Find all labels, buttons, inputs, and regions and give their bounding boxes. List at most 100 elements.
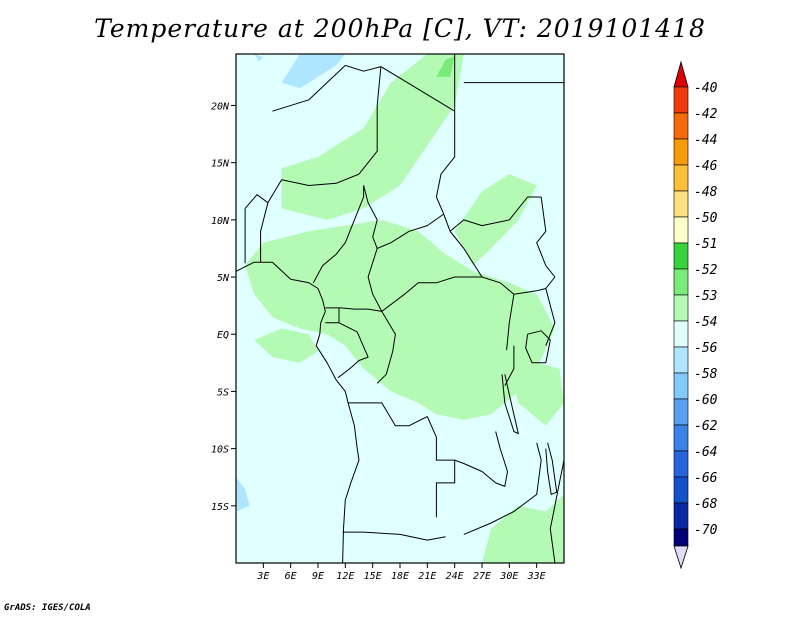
colorbar-cell — [673, 346, 689, 374]
border-lake-malawi — [545, 442, 558, 495]
colorbar-cell — [673, 164, 689, 192]
border-angola-zambia — [435, 460, 456, 518]
lat-tick-label: 10S — [211, 445, 229, 456]
colorbar-label: -62 — [694, 419, 718, 434]
colorbar-label: -58 — [694, 367, 718, 382]
colorbar-cell — [673, 190, 689, 218]
colorbar-cell — [673, 242, 689, 270]
border-chad-car — [377, 213, 444, 249]
colorbar-label: -42 — [694, 107, 718, 122]
colorbar-cell — [673, 112, 689, 140]
colorbar-label: -66 — [694, 471, 718, 486]
lon-tick-label: 12E — [336, 571, 354, 582]
lat-tick-label: 5N — [217, 273, 230, 284]
border-chad-sudan — [435, 111, 456, 232]
colorbar-cell — [673, 528, 689, 547]
latitude-axis: 20N 15N 10N 5N EQ 5S 10S 15S — [211, 101, 236, 513]
border-libya-niger — [345, 64, 382, 72]
lat-tick-label: 10N — [211, 216, 230, 227]
lon-tick-label: 15E — [364, 571, 382, 582]
border-car-south-sudan — [449, 230, 483, 278]
lon-tick-label: 21E — [418, 571, 436, 582]
colorbar-label: -44 — [694, 133, 717, 148]
border-tanzania-west — [504, 345, 515, 386]
colorbar-label: -68 — [694, 497, 718, 512]
longitude-axis: 3E 6E 9E 12E 15E 18E 21E 24E 27E 30E 33E — [256, 563, 546, 582]
lon-tick-label: 24E — [446, 571, 464, 582]
border-south-sudan-uganda-kenya — [513, 276, 556, 295]
field-region-green-south-corner — [482, 494, 564, 563]
lat-tick-label: 15S — [211, 502, 229, 513]
temperature-field-layer — [236, 54, 564, 563]
grads-credit: GrADS: IGES/COLA — [4, 603, 91, 613]
colorbar: -40 -42 -44 -46 -48 -50 -51 -52 -53 -54 -56 -58 -60 -… — [673, 60, 718, 570]
colorbar-cell — [673, 294, 689, 322]
colorbar-label: -50 — [694, 211, 718, 226]
colorbar-label: -46 — [694, 159, 718, 174]
lon-tick-label: 9E — [312, 571, 324, 582]
border-angola-namibia — [342, 531, 446, 541]
field-region-green-gabon-blob — [254, 328, 318, 363]
border-coast-east-africa — [549, 460, 564, 563]
colorbar-label: -54 — [694, 315, 717, 330]
border-niger-chad — [358, 66, 382, 175]
country-borders-layer — [236, 54, 564, 563]
field-region-blue-north-africa — [281, 54, 346, 89]
chart-title: Temperature at 200hPa [C], VT: 201910141… — [94, 14, 706, 43]
colorbar-label: -70 — [694, 523, 718, 538]
colorbar-cell — [673, 476, 689, 504]
field-region-green-east-lobe — [454, 174, 537, 266]
border-sudan-south-sudan — [449, 196, 542, 232]
field-region-darkgreen-sahara — [436, 56, 455, 77]
border-benin-nigeria — [260, 202, 269, 263]
colorbar-cell — [673, 450, 689, 478]
border-cameroon-gabon-eqg — [325, 307, 382, 312]
colorbar-cell — [673, 138, 689, 166]
border-niger-algeria — [272, 65, 346, 112]
border-drc-zambia — [454, 431, 508, 487]
lon-tick-label: 6E — [285, 571, 297, 582]
border-south-sudan-ethiopia — [536, 196, 556, 278]
colorbar-cell — [673, 268, 689, 296]
lon-tick-label: 3E — [256, 571, 269, 582]
border-zambia-malawi-moz — [463, 442, 542, 535]
border-uganda-kenya — [545, 288, 556, 346]
border-lake-victoria — [525, 330, 551, 364]
border-congo-drc — [376, 311, 396, 384]
colorbar-cell — [673, 320, 689, 348]
colorbar-top-triangle — [673, 60, 689, 88]
lon-tick-label: 30E — [499, 571, 518, 582]
lat-tick-label: 20N — [211, 101, 230, 112]
colorbar-cell — [673, 372, 689, 400]
colorbar-bottom-triangle — [673, 545, 689, 570]
colorbar-label: -51 — [694, 237, 717, 252]
colorbar-cell — [673, 502, 689, 530]
colorbar-label: -60 — [694, 393, 718, 408]
border-benin-togo-burkina — [244, 194, 269, 264]
field-region-green-band-north — [281, 54, 464, 220]
colorbar-label: -53 — [694, 289, 717, 304]
lon-tick-label: 18E — [391, 571, 409, 582]
colorbar-label: -56 — [694, 341, 718, 356]
colorbar-label: -52 — [694, 263, 718, 278]
field-region-green-band-central — [245, 219, 555, 420]
border-drc-angola-north — [348, 402, 455, 461]
border-nigeria-cameroon — [312, 185, 365, 284]
border-niger-nigeria — [267, 173, 360, 203]
colorbar-cell — [673, 398, 689, 426]
lon-tick-label: 33E — [527, 571, 546, 582]
colorbar-cell — [673, 86, 689, 114]
field-region-blue-southwest — [236, 477, 250, 512]
lat-tick-label: 15N — [211, 159, 230, 170]
border-cameroon-car-congo — [367, 248, 383, 312]
border-gabon-congo — [337, 322, 369, 379]
field-region-green-southeast — [509, 362, 564, 426]
field-region-blue-north-edge — [254, 54, 264, 62]
lat-tick-label: 5S — [217, 387, 229, 398]
lon-tick-label: 27E — [473, 571, 491, 582]
border-coast-west-africa — [236, 261, 360, 563]
border-lake-tanganyika — [501, 374, 519, 435]
border-car-drc — [381, 276, 482, 312]
border-cameroon-chad — [363, 185, 378, 249]
